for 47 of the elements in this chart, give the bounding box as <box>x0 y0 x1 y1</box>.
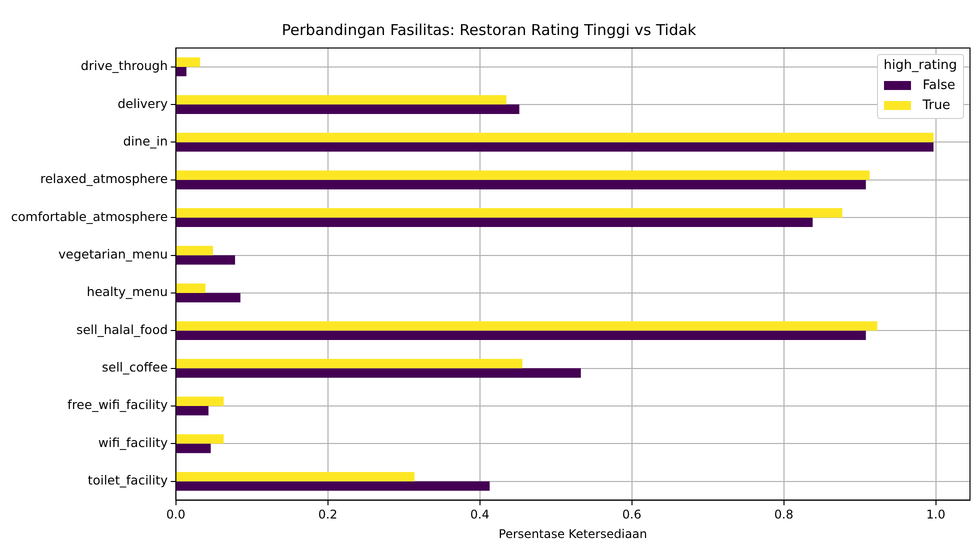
bar <box>176 142 934 152</box>
x-tick-label: 0.0 <box>166 508 186 522</box>
bar <box>176 321 878 331</box>
x-tick-label: 1.0 <box>926 508 946 522</box>
legend-title: high_rating <box>884 58 957 73</box>
bar <box>176 368 581 378</box>
bar <box>176 104 520 114</box>
y-tick-label: wifi_facility <box>98 434 168 450</box>
y-tick-label: healty_menu <box>86 284 168 300</box>
x-tick-label: 0.6 <box>622 508 642 522</box>
bar <box>176 132 934 142</box>
bar <box>176 218 813 227</box>
bar <box>176 284 206 293</box>
bar <box>176 434 224 444</box>
bar <box>176 170 870 180</box>
x-axis-title: Persentase Ketersediaan <box>498 526 648 541</box>
bar <box>176 358 522 368</box>
y-tick-label: delivery <box>118 96 168 111</box>
y-tick-label: relaxed_atmosphere <box>40 171 168 186</box>
bar <box>176 481 490 491</box>
bar <box>176 396 224 406</box>
legend-label: True <box>922 98 950 112</box>
bar <box>176 472 414 482</box>
x-tick-label: 0.4 <box>470 508 490 522</box>
y-tick-label: drive_through <box>80 58 168 74</box>
bar <box>176 292 240 302</box>
chart-title: Perbandingan Fasilitas: Restoran Rating Tinggi vs Tidak <box>282 20 697 39</box>
y-tick-label: comfortable_atmosphere <box>10 208 168 224</box>
bar <box>176 330 866 340</box>
bar <box>176 180 866 190</box>
bar <box>176 255 236 265</box>
y-tick-label: free_wifi_facility <box>67 397 168 412</box>
legend-label: False <box>922 78 956 92</box>
x-tick-label: 0.8 <box>774 508 794 522</box>
bar <box>176 66 186 76</box>
y-tick-label: sell_coffee <box>102 360 168 375</box>
bar <box>176 95 506 105</box>
bar <box>176 208 842 218</box>
bar <box>176 57 200 67</box>
y-tick-label: toilet_facility <box>88 472 168 488</box>
bar <box>176 406 208 416</box>
x-tick-label: 0.2 <box>318 508 338 522</box>
y-tick-label: dine_in <box>123 133 168 148</box>
bar <box>176 246 214 256</box>
bar <box>176 444 211 454</box>
y-tick-label: sell_halal_food <box>76 322 168 337</box>
y-tick-label: vegetarian_menu <box>58 246 168 262</box>
